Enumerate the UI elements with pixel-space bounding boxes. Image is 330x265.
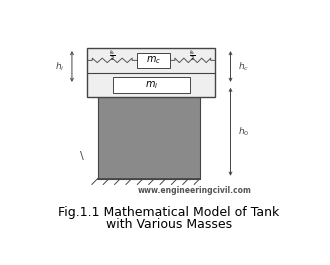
Text: with Various Masses: with Various Masses	[106, 218, 232, 231]
Bar	[98, 85, 200, 179]
Text: $\frac{k_c}{2}$: $\frac{k_c}{2}$	[189, 49, 196, 64]
Text: $h_0$: $h_0$	[238, 126, 249, 138]
Text: $h_c$: $h_c$	[238, 60, 249, 73]
Text: $h_i$: $h_i$	[55, 60, 64, 73]
Text: $m_c$: $m_c$	[146, 55, 161, 66]
Text: $\backslash$: $\backslash$	[79, 149, 85, 162]
Text: www.engineeringcivil.com: www.engineeringcivil.com	[138, 187, 252, 196]
Bar	[87, 48, 215, 97]
Bar	[137, 53, 170, 68]
Bar	[113, 77, 190, 92]
Text: $\frac{k_c}{2}$: $\frac{k_c}{2}$	[109, 49, 116, 64]
Text: $m_i$: $m_i$	[145, 79, 158, 91]
Text: Fig.1.1 Mathematical Model of Tank: Fig.1.1 Mathematical Model of Tank	[58, 206, 280, 219]
